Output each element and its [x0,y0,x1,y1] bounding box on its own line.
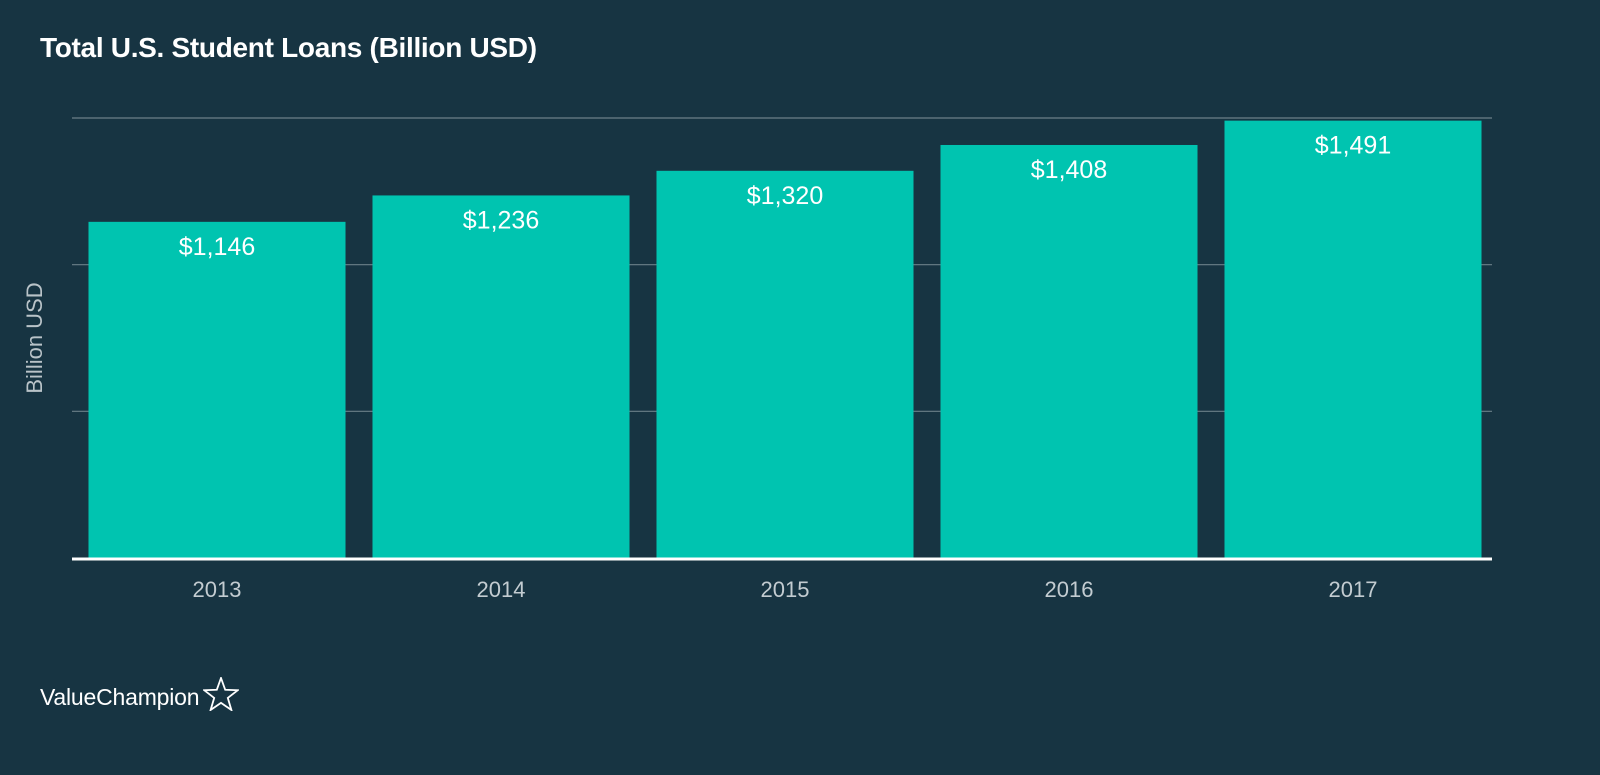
x-tick-2013: 2013 [193,577,242,602]
data-label-2017: $1,491 [1315,132,1391,160]
x-tick-2017: 2017 [1329,577,1378,602]
x-tick-2016: 2016 [1045,577,1094,602]
x-tick-2014: 2014 [477,577,526,602]
bar-2013 [88,221,346,558]
bar-2017 [1224,120,1482,558]
y-axis-label: Billion USD [22,282,47,393]
data-labels: $1,146 $1,236 $1,320 $1,408 $1,491 [179,132,1391,261]
logo-text: ValueChampion [40,684,200,710]
bar-2015 [656,170,914,559]
bars [88,120,1482,559]
bar-2016 [940,144,1198,558]
x-tick-labels: 2013 2014 2015 2016 2017 [193,577,1378,602]
data-label-2015: $1,320 [747,182,823,210]
x-tick-2015: 2015 [761,577,810,602]
data-label-2014: $1,236 [463,206,539,234]
valuechampion-logo: ValueChampion [40,676,240,711]
data-label-2016: $1,408 [1031,156,1107,184]
data-label-2013: $1,146 [179,233,255,261]
star-outline-icon [203,676,240,711]
bar-2014 [372,195,630,558]
chart-title: Total U.S. Student Loans (Billion USD) [40,32,537,63]
